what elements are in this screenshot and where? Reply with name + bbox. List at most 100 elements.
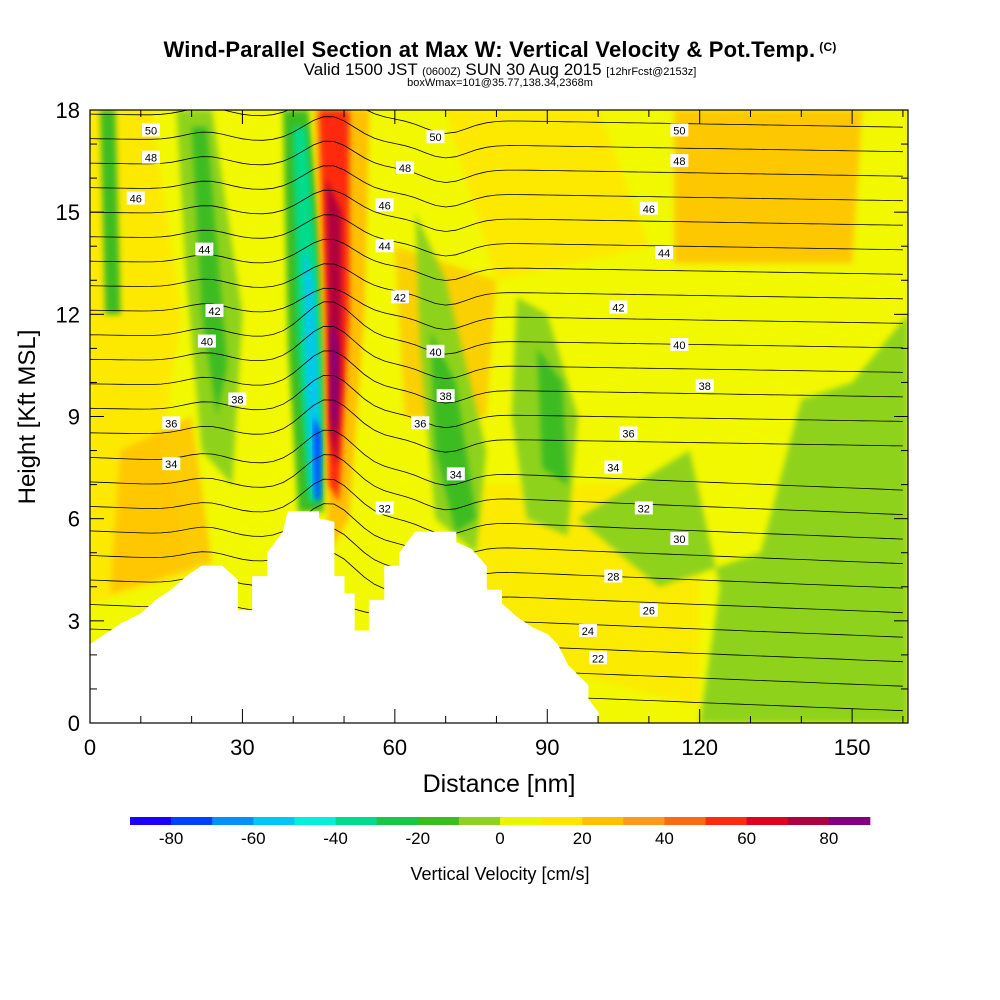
theta-label: 42 <box>609 300 628 315</box>
theta-label-text: 42 <box>208 306 220 318</box>
theta-label: 34 <box>604 460 623 475</box>
colorbar-tick-label: -80 <box>159 829 184 848</box>
colorbar-tick-label: 40 <box>655 829 674 848</box>
theta-label-box <box>396 160 415 174</box>
theta-label-text: 44 <box>379 241 391 253</box>
theta-label-text: 26 <box>643 606 655 618</box>
x-tick-label: 0 <box>84 735 96 760</box>
theta-label-text: 36 <box>414 418 426 430</box>
theta-label-box <box>578 624 597 638</box>
colorbar-swatch <box>376 817 419 825</box>
theta-label: 22 <box>589 651 608 665</box>
colorbar-swatch <box>417 817 460 825</box>
downdraft-zone <box>577 314 908 723</box>
y-tick-label: 3 <box>68 609 80 634</box>
theta-line <box>90 503 903 564</box>
colorbar-swatch <box>130 817 172 825</box>
theta-label: 24 <box>578 624 597 638</box>
theta-label-text: 34 <box>607 463 619 475</box>
theta-label: 28 <box>604 569 623 584</box>
y-axis-label: Height [Kft MSL] <box>14 330 41 505</box>
theta-label-box <box>375 198 394 212</box>
colorbar-tick-label: -40 <box>323 829 348 848</box>
x-tick-label: 120 <box>681 735 718 760</box>
theta-label-box <box>390 290 409 304</box>
updraft-core <box>330 314 338 434</box>
colorbar-swatch <box>582 817 624 825</box>
theta-line <box>90 238 903 281</box>
theta-label-box <box>670 532 689 546</box>
colorbar-swatch <box>787 817 830 825</box>
y-tick-label: 18 <box>56 98 80 123</box>
colorbar-swatch <box>294 817 336 825</box>
x-tick-label: 90 <box>535 735 559 760</box>
x-tick-label: 150 <box>834 735 871 760</box>
theta-label: 44 <box>375 239 394 253</box>
theta-label-text: 38 <box>699 381 711 393</box>
theta-label-box <box>655 246 674 260</box>
theta-line <box>90 287 903 331</box>
theta-label-box <box>426 344 445 358</box>
colorbar-swatch <box>705 817 747 825</box>
theta-label-box <box>639 603 658 617</box>
theta-label-text: 32 <box>379 503 391 515</box>
theta-label: 42 <box>205 303 224 318</box>
theta-label-box <box>609 300 628 314</box>
colorbar-tick-label: 0 <box>495 829 504 848</box>
downdraft-core <box>313 416 322 502</box>
theta-label-text: 46 <box>130 194 142 206</box>
theta-line <box>90 214 903 257</box>
velocity-field <box>90 110 908 723</box>
theta-label-text: 34 <box>450 469 462 481</box>
y-tick-label: 15 <box>56 200 80 225</box>
theta-label-text: 50 <box>673 125 685 137</box>
x-axis-label: Distance [nm] <box>423 770 576 798</box>
theta-label-box <box>126 191 145 205</box>
theta-label-box <box>670 154 689 168</box>
theta-label-text: 48 <box>673 156 685 168</box>
theta-label-text: 50 <box>429 132 441 144</box>
theta-label-text: 46 <box>643 204 655 216</box>
theta-label: 48 <box>141 150 160 165</box>
chart-box-info: boxWmax=101@35.77,138.34,2368m <box>407 77 593 89</box>
theta-label-box <box>162 416 181 430</box>
theta-label: 36 <box>162 416 181 430</box>
theta-line <box>90 189 903 232</box>
theta-label-text: 30 <box>673 534 685 546</box>
theta-label: 32 <box>634 501 653 515</box>
theta-labels: 50 48 46 44 42 40 38 36 34 50 48 46 44 42 40 38 36 34 32 50… <box>126 123 714 665</box>
theta-label: 34 <box>446 467 465 481</box>
theta-label: 36 <box>619 426 638 441</box>
theta-line <box>90 527 903 589</box>
y-tick-label: 9 <box>68 405 80 430</box>
theta-label: 46 <box>375 198 394 212</box>
theta-label-box <box>670 337 689 351</box>
theta-line <box>90 399 903 453</box>
theta-label: 26 <box>639 603 658 618</box>
colorbar-swatch <box>335 817 377 825</box>
colorbar-swatch <box>541 817 583 825</box>
theta-label: 30 <box>670 532 689 546</box>
colorbar: -80 -60 -40 -20 0 20 40 60 80 <box>130 817 871 848</box>
theta-label-text: 36 <box>622 429 634 441</box>
y-tick-label: 12 <box>56 302 80 327</box>
theta-label: 38 <box>436 389 455 403</box>
theta-label-box <box>436 389 455 403</box>
theta-label-box <box>604 569 623 583</box>
theta-label: 50 <box>426 130 445 144</box>
theta-line <box>90 454 903 515</box>
theta-label-text: 48 <box>399 163 411 175</box>
theta-contours <box>90 110 903 723</box>
colorbar-swatch <box>171 817 213 825</box>
theta-label-box <box>195 242 214 256</box>
theta-label-text: 42 <box>394 292 406 304</box>
theta-label: 40 <box>197 334 216 349</box>
theta-label-box <box>205 303 224 317</box>
theta-label: 46 <box>126 191 145 206</box>
y-tick-label: 6 <box>68 507 80 532</box>
theta-line <box>90 165 903 208</box>
theta-line <box>90 325 903 380</box>
terrain-mask <box>90 511 599 723</box>
theta-label-text: 50 <box>145 125 157 137</box>
